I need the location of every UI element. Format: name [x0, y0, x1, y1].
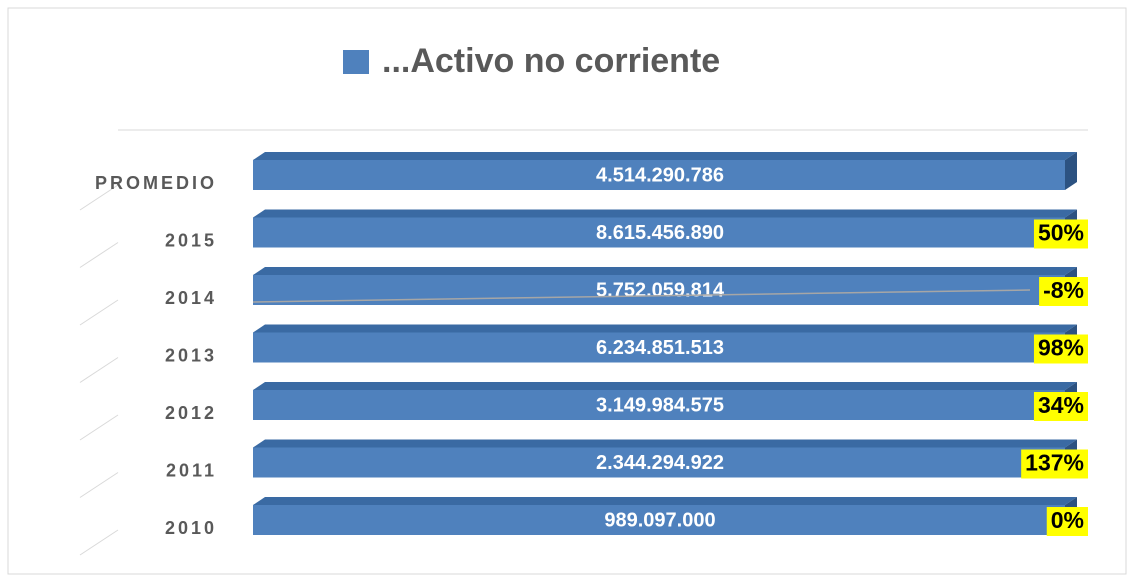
change-box: [1033, 392, 1088, 421]
floor-line: [79, 299, 119, 326]
change-label: 98%: [1038, 335, 1084, 361]
change-box: [1021, 449, 1088, 479]
change-box: [1033, 334, 1088, 364]
row-label: PROMEDIO: [95, 173, 217, 193]
bar: [253, 505, 1065, 535]
legend-label: ...Activo no corriente: [382, 42, 720, 80]
bar-top: [253, 209, 1077, 218]
change-label: 0%: [1051, 507, 1084, 533]
bar: [253, 447, 1065, 478]
bar-top: [253, 497, 1077, 505]
trend-line: [252, 289, 1031, 303]
change-label: 137%: [1025, 450, 1084, 476]
bar-top: [253, 267, 1077, 275]
bar: [253, 390, 1065, 420]
change-label: 50%: [1038, 220, 1084, 246]
amount-label: 4.514.290.786: [596, 164, 724, 186]
row-label: 2014: [165, 288, 217, 308]
change-box: [1033, 219, 1088, 249]
amount-label: 989.097.000: [604, 509, 715, 531]
legend-swatch: [343, 50, 369, 74]
amount-label: 8.615.456.890: [596, 222, 724, 244]
bar: [253, 160, 1065, 190]
amount-label: 2.344.294.922: [596, 452, 724, 474]
floor-line: [79, 184, 119, 211]
change-box: [1039, 277, 1088, 306]
change-box: [1046, 507, 1088, 536]
amount-label: 5.752.059.814: [596, 279, 725, 301]
change-label: 34%: [1038, 392, 1084, 418]
row-label: 2010: [165, 518, 217, 538]
bar: [253, 217, 1065, 248]
row-label: 2015: [165, 230, 217, 250]
row-label: 2013: [165, 345, 217, 365]
floor-line: [79, 472, 119, 498]
bar-top: [253, 324, 1077, 333]
amount-label: 3.149.984.575: [596, 394, 724, 416]
bar-top: [253, 152, 1077, 160]
floor-line: [79, 529, 119, 556]
bar-side: [1065, 152, 1077, 190]
floor-line: [79, 357, 119, 383]
bar: [253, 332, 1065, 363]
floor-line: [79, 414, 119, 441]
bar-top: [253, 382, 1077, 390]
amount-label: 6.234.851.513: [596, 337, 724, 359]
row-label: 2012: [165, 403, 217, 423]
change-label: -8%: [1043, 277, 1084, 303]
floor-line: [79, 242, 119, 268]
bar-top: [253, 439, 1077, 448]
row-label: 2011: [166, 460, 217, 480]
rows: PROMEDIO 4.514.290.786 2015 8.615.456.890 50…: [79, 152, 1088, 556]
